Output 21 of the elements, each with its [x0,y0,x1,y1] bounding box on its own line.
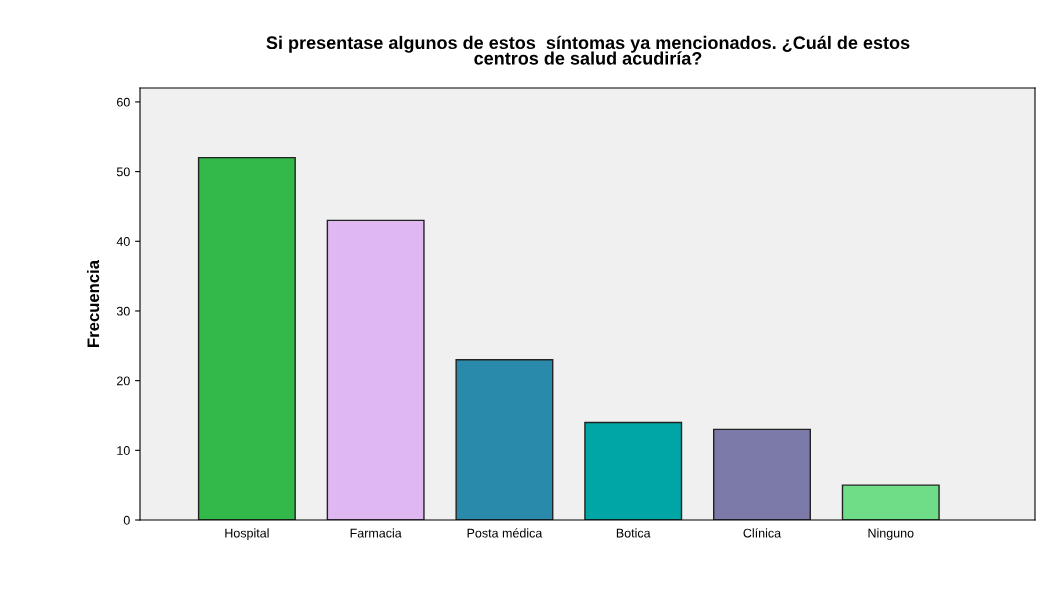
y-tick-label: 40 [116,237,130,246]
x-tick-label: Farmacia [350,528,402,538]
x-tick-label: Ninguno [868,528,914,540]
y-tick-label: 30 [116,306,130,316]
y-tick-label: 0 [123,515,130,525]
bar [713,428,811,520]
y-tick-label: 60 [117,97,130,107]
y-tick-label: 10 [117,446,130,455]
bar [455,359,554,520]
bar [197,156,296,520]
x-tick-label: Hospital [225,528,269,540]
y-axis-title: Frecuencia [86,259,100,347]
bar [841,484,940,520]
y-tick-label: 20 [117,376,130,386]
x-tick-label: Clínica [743,528,782,538]
chart-title: Si presentase algunos de estos síntomas ya mencionados. ¿Cuál de estos centros de salud acudiría? [266,35,910,65]
bar [584,421,683,520]
y-tick-label: 50 [116,167,130,177]
x-tick-label: Botica [616,528,651,538]
bar [326,219,425,520]
x-tick-label: Posta médica [467,528,543,538]
